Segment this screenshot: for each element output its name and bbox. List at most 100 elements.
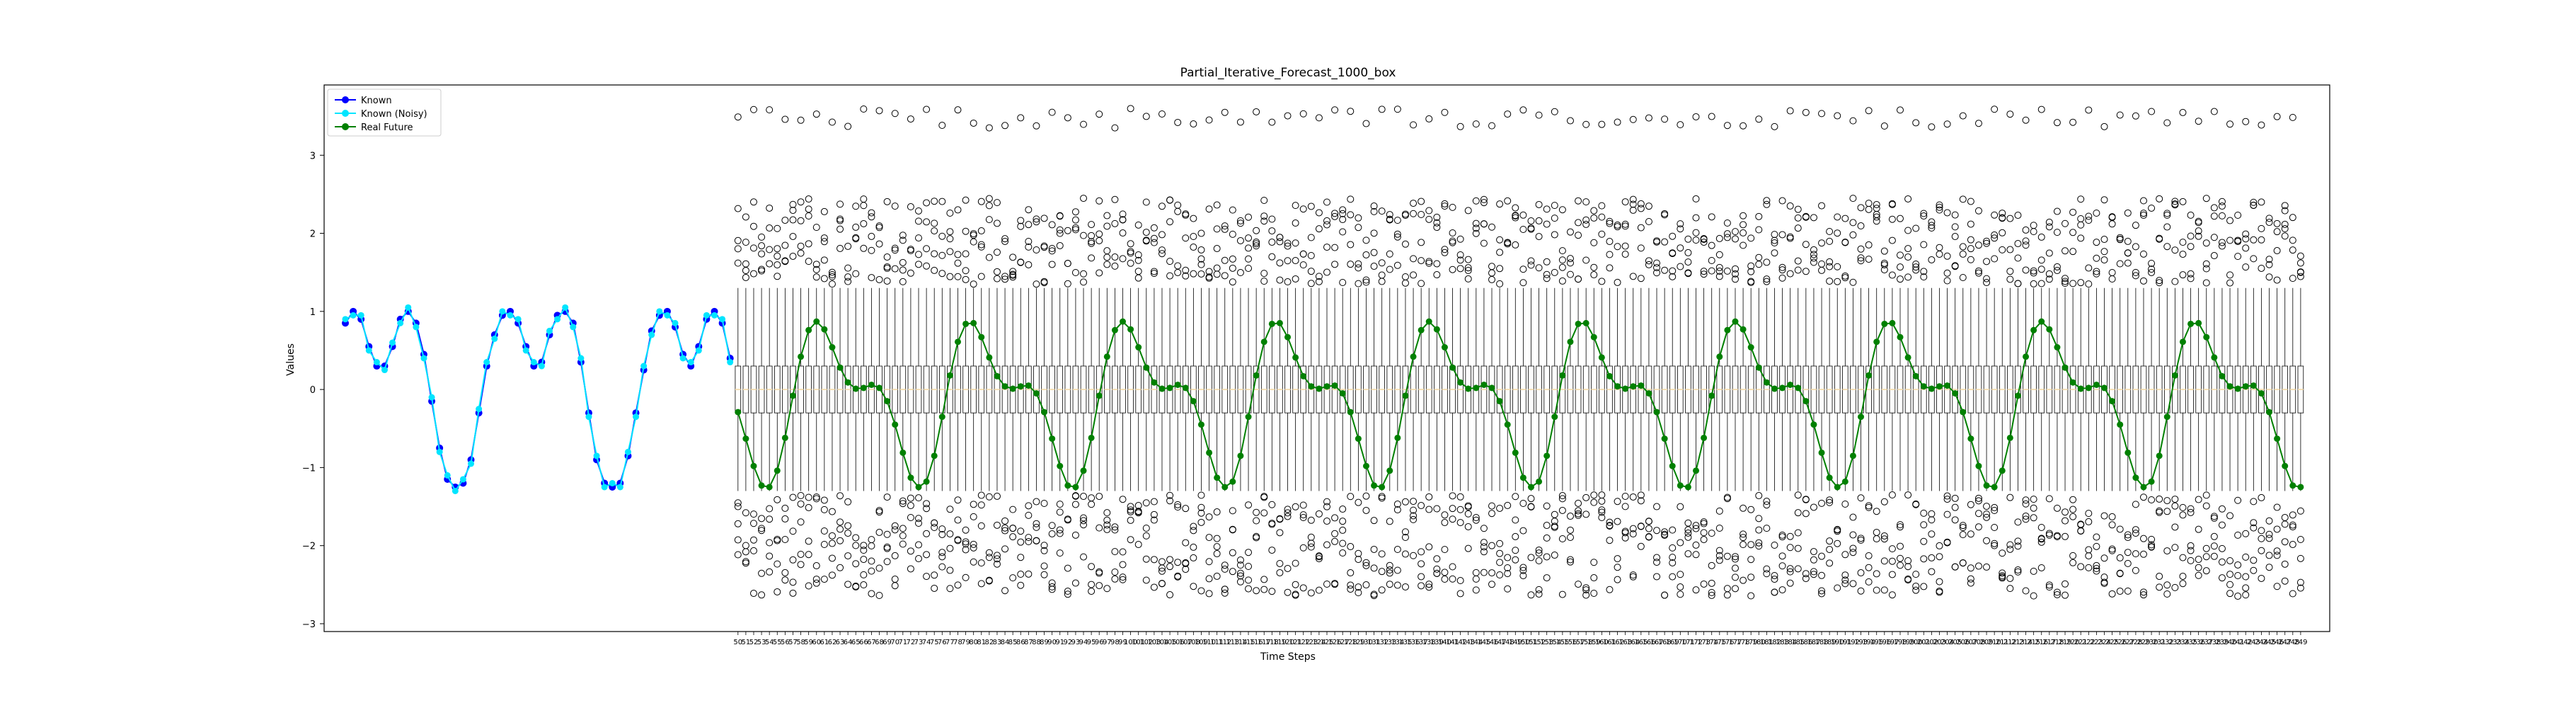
boxplot (2053, 119, 2061, 598)
boxplot (1119, 210, 1127, 583)
box-outlier (2022, 500, 2030, 508)
box-outlier (1723, 267, 1731, 275)
box-outlier (2100, 578, 2108, 586)
box-outlier (828, 508, 836, 515)
box-outlier (1119, 255, 1127, 263)
box-outlier (1048, 579, 1056, 587)
box-outlier (1119, 561, 1127, 569)
box-outlier (1410, 271, 1418, 279)
box-outlier (836, 200, 844, 208)
box-outlier (1575, 499, 1582, 507)
series-real-future-point (1221, 484, 1229, 491)
box-outlier (907, 514, 914, 522)
box-outlier (1276, 234, 1284, 241)
box-outlier (1150, 498, 1158, 506)
box-outlier (1205, 534, 1213, 542)
box-outlier (1778, 274, 1786, 282)
series-known-noisy-point (554, 316, 561, 323)
box-outlier (781, 257, 789, 265)
box-outlier (1849, 195, 1857, 202)
series-known-noisy-point (491, 335, 498, 342)
box-outlier (1347, 241, 1355, 249)
boxplot (1512, 204, 1519, 564)
box-outlier (1740, 530, 1747, 538)
box-outlier (1236, 217, 1244, 224)
box-outlier (1810, 568, 1817, 576)
box-outlier (1245, 576, 1253, 584)
box-outlier (1512, 214, 1519, 222)
box-outlier (1017, 581, 1025, 589)
box-outlier (1142, 198, 1150, 206)
box-outlier (2296, 578, 2304, 586)
box-outlier (1025, 238, 1033, 246)
box-outlier (2006, 275, 2014, 283)
x-tick-label: 231 (2153, 639, 2166, 646)
box-outlier (1456, 235, 1464, 243)
box-outlier (852, 223, 860, 231)
box-outlier (1897, 275, 1904, 283)
box-outlier (1150, 510, 1158, 518)
box-outlier (860, 202, 868, 210)
series-real-future-point (2187, 320, 2195, 327)
box-outlier (1621, 527, 1629, 535)
box-outlier (766, 505, 774, 513)
boxplot (1096, 110, 1103, 590)
x-tick-label: 159 (1587, 639, 1601, 646)
box-outlier (970, 232, 977, 239)
box-outlier (938, 122, 946, 130)
series-real-future-point (1881, 320, 1888, 327)
box-outlier (1488, 269, 1496, 277)
box-outlier (2226, 556, 2234, 564)
box-outlier (2258, 527, 2265, 535)
box-outlier (954, 536, 962, 544)
box-outlier (1818, 587, 1826, 595)
box-outlier (1418, 582, 1425, 590)
box-outlier (1904, 227, 1912, 234)
box-outlier (2156, 279, 2163, 287)
boxplot (844, 122, 852, 588)
box-outlier (1653, 264, 1661, 272)
box-outlier (1111, 569, 1119, 576)
box-outlier (1276, 569, 1284, 576)
box-outlier (1339, 539, 1347, 547)
box-outlier (1386, 518, 1393, 525)
box-outlier (1370, 249, 1378, 256)
box-outlier (1425, 583, 1433, 591)
boxplot (2234, 212, 2242, 600)
box-outlier (2045, 530, 2053, 537)
x-tick-label: 120 (1281, 639, 1294, 646)
box-outlier (2187, 243, 2195, 251)
box-outlier (1763, 501, 1771, 509)
box-outlier (1378, 105, 1386, 113)
boxplot (1653, 237, 1661, 581)
box-outlier (742, 213, 749, 221)
box-outlier (742, 542, 749, 549)
box-outlier (1551, 268, 1558, 276)
box-outlier (2116, 235, 2124, 243)
x-tick-label: 212 (2003, 639, 2017, 646)
box-outlier (2296, 535, 2304, 543)
box-outlier (2179, 239, 2187, 246)
box-outlier (1134, 251, 1142, 258)
box-outlier (1071, 224, 1079, 232)
box-outlier (1441, 200, 1449, 207)
box-outlier (1731, 265, 1739, 273)
box-outlier (1355, 260, 1362, 268)
box-outlier (2258, 264, 2265, 272)
box-outlier (1637, 491, 1645, 499)
series-known-noisy-point (514, 316, 522, 323)
box-outlier (1253, 587, 1260, 595)
box-outlier (1284, 506, 1292, 513)
box-outlier (899, 232, 907, 239)
box-outlier (2045, 223, 2053, 231)
box-outlier (868, 590, 875, 598)
boxplot (2069, 118, 2077, 566)
box-outlier (1865, 552, 1873, 559)
box-outlier (883, 558, 891, 566)
x-tick-label: 69 (882, 639, 892, 646)
box-outlier (1276, 238, 1284, 246)
x-tick-label: 81 (977, 639, 986, 646)
box-outlier (1865, 503, 1873, 511)
box-outlier (1936, 206, 1943, 214)
